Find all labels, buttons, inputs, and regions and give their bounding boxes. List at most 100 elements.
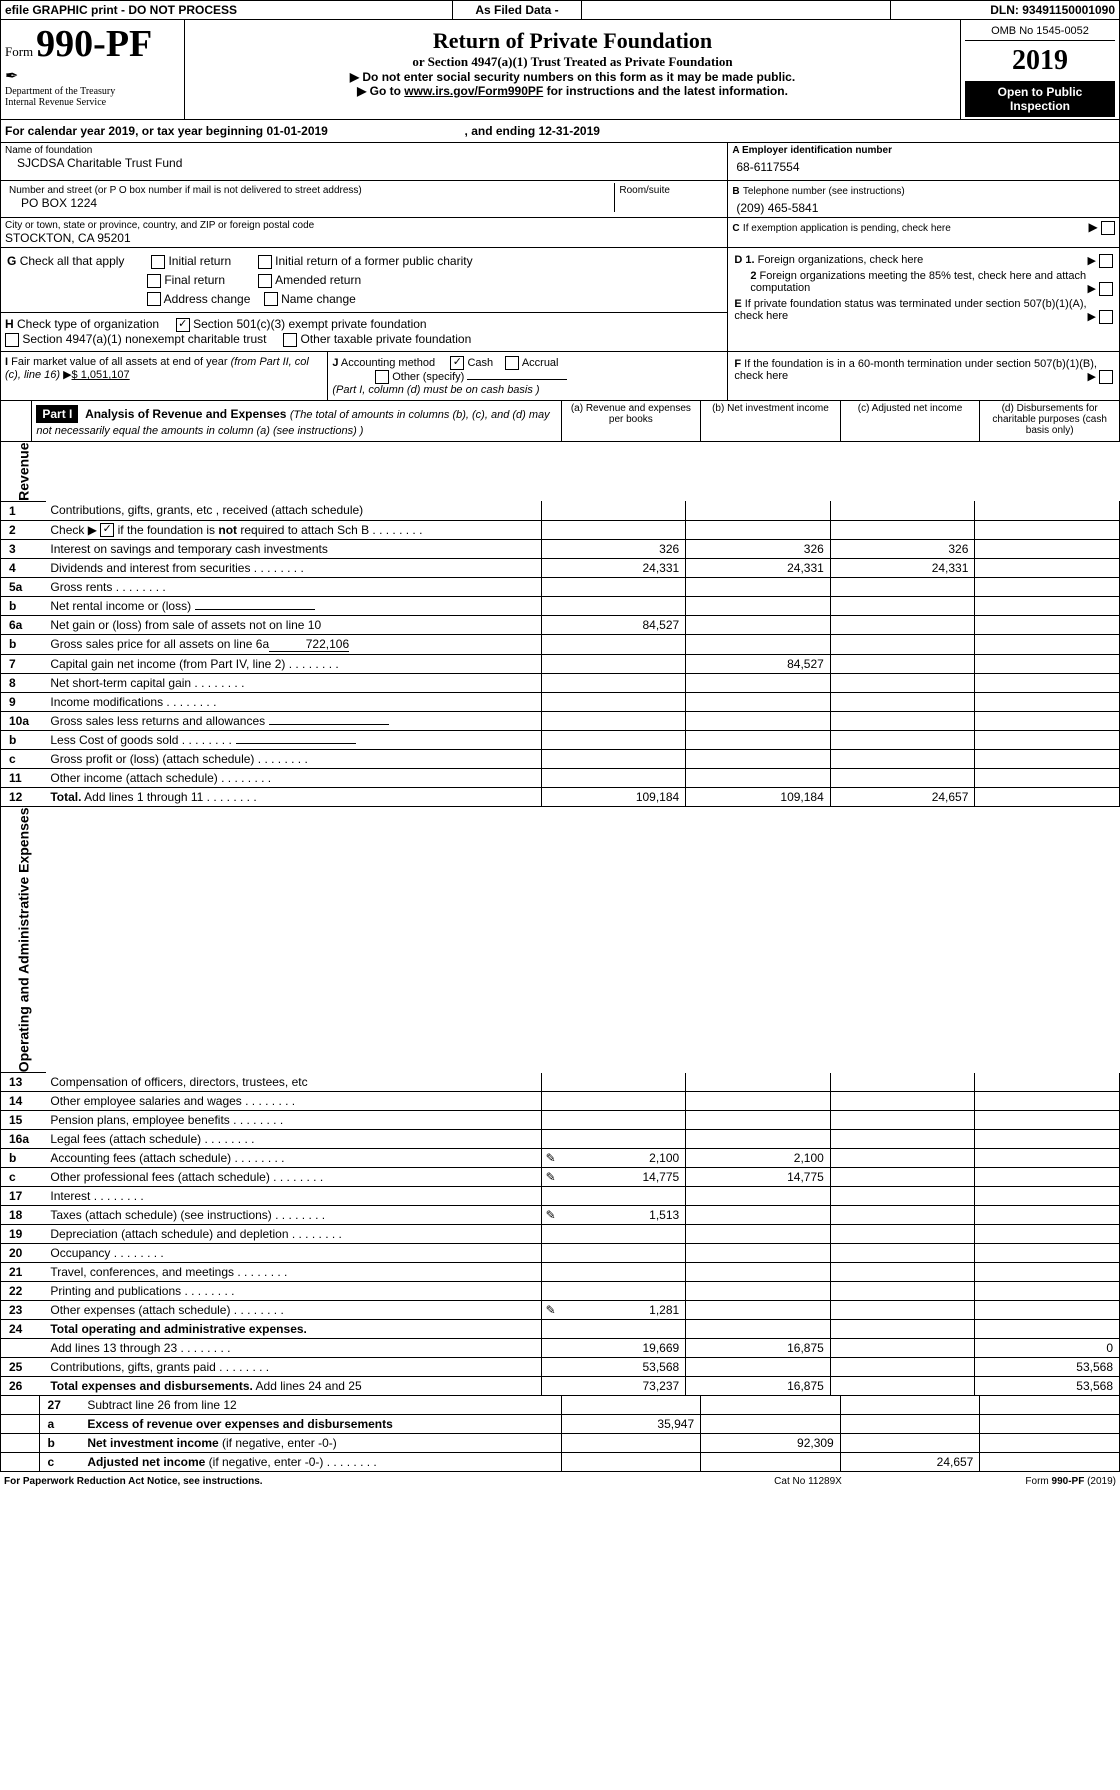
cell-a: [541, 635, 686, 655]
cell-b: [686, 1187, 831, 1206]
cell-d: [975, 597, 1120, 616]
city-lbl: City or town, state or province, country…: [5, 220, 723, 231]
row-num: 10a: [1, 712, 47, 731]
name-change-cb[interactable]: [264, 292, 278, 306]
title: Return of Private Foundation: [189, 28, 956, 54]
amended-cb[interactable]: [258, 274, 272, 288]
accrual-cb[interactable]: [505, 356, 519, 370]
row-num: c: [1, 750, 47, 769]
cash-cb[interactable]: ✓: [450, 356, 464, 370]
row-label: Add lines 13 through 23 . . . . . . . .: [46, 1339, 541, 1358]
row-num: a: [39, 1415, 83, 1434]
row-num: 17: [1, 1187, 47, 1206]
sec501-cb[interactable]: ✓: [176, 318, 190, 332]
attach-icon[interactable]: ✎: [546, 1170, 556, 1184]
initial-return-cb[interactable]: [151, 255, 165, 269]
D1-cb[interactable]: [1099, 254, 1113, 268]
cell-d: [975, 712, 1120, 731]
cell-a: ✎1,513: [541, 1206, 686, 1225]
final-return-cb[interactable]: [147, 274, 161, 288]
I-amt: $ 1,051,107: [72, 369, 130, 381]
cell-d: [975, 788, 1120, 807]
cell-a: [541, 731, 686, 750]
cell-c: [830, 635, 975, 655]
attach-icon[interactable]: ✎: [546, 1208, 556, 1222]
row-num: 13: [1, 1073, 47, 1092]
form-word: Form: [5, 44, 33, 59]
other-tax-cb[interactable]: [283, 333, 297, 347]
cell-d: [975, 1130, 1120, 1149]
row-num: b: [1, 1149, 47, 1168]
attach-icon[interactable]: ✎: [546, 1303, 556, 1317]
initial-former-cb[interactable]: [258, 255, 272, 269]
cell-c: [830, 731, 975, 750]
name-lbl: Name of foundation: [5, 145, 723, 156]
cell-c: [830, 1149, 975, 1168]
amended: Amended return: [275, 273, 361, 287]
addr-change-cb[interactable]: [147, 292, 161, 306]
F-txt: If the foundation is in a 60-month termi…: [734, 358, 1097, 382]
cell-b: 14,775: [686, 1168, 831, 1187]
row-num: 23: [1, 1301, 47, 1320]
cell-a: 84,527: [541, 616, 686, 635]
irs-link[interactable]: www.irs.gov/Form990PF: [404, 84, 543, 98]
attach-icon[interactable]: ✎: [546, 1151, 556, 1165]
cell-b: [686, 1111, 831, 1130]
table-row: bNet investment income (if negative, ent…: [1, 1434, 1120, 1453]
row-label: Net gain or (loss) from sale of assets n…: [46, 616, 541, 635]
D1-txt: Foreign organizations, check here: [758, 254, 924, 266]
row-num: 18: [1, 1206, 47, 1225]
other-spec-cb[interactable]: [375, 370, 389, 384]
sec4947-cb[interactable]: [5, 333, 19, 347]
cell-d: [975, 1206, 1120, 1225]
cell-c: [830, 674, 975, 693]
cell-a: [541, 1244, 686, 1263]
table-row: bGross sales price for all assets on lin…: [1, 635, 1120, 655]
row-num: b: [1, 635, 47, 655]
E: E: [734, 298, 741, 310]
row-label: Pension plans, employee benefits . . . .…: [46, 1111, 541, 1130]
cell-a: [541, 769, 686, 788]
cell-c: [840, 1415, 980, 1434]
footer-right: Form 990-PF (2019): [912, 1474, 1120, 1489]
other-spec: Other (specify): [392, 371, 464, 383]
cell-c: [830, 616, 975, 635]
D2-cb[interactable]: [1099, 282, 1113, 296]
addr: PO BOX 1224: [9, 196, 610, 210]
cell-d: [975, 559, 1120, 578]
initial-return: Initial return: [168, 254, 231, 268]
C-checkbox[interactable]: [1101, 221, 1115, 235]
cell-d: [975, 1244, 1120, 1263]
form-id: Form 990-PF ✒ Department of the Treasury…: [1, 20, 185, 120]
expense-table: Operating and Administrative Expenses 13…: [0, 807, 1120, 1396]
table-row: 8Net short-term capital gain . . . . . .…: [1, 674, 1120, 693]
row-num: 22: [1, 1282, 47, 1301]
cell-d: [975, 578, 1120, 597]
row-num: 24: [1, 1320, 47, 1339]
E-cb[interactable]: [1099, 310, 1113, 324]
schB-checkbox[interactable]: ✓: [100, 523, 114, 537]
table-row: 25Contributions, gifts, grants paid . . …: [1, 1358, 1120, 1377]
cell-d: [975, 501, 1120, 520]
F-cb[interactable]: [1099, 370, 1113, 384]
cell-b: [686, 750, 831, 769]
H: H: [5, 317, 14, 331]
cell-b: [686, 731, 831, 750]
cell-a: [541, 1130, 686, 1149]
table-row: 5aGross rents . . . . . . . .: [1, 578, 1120, 597]
row-label: Other professional fees (attach schedule…: [46, 1168, 541, 1187]
cell-a: ✎14,775: [541, 1168, 686, 1187]
efile-tag: efile GRAPHIC print - DO NOT PROCESS: [1, 1, 453, 20]
cell-b: [686, 520, 831, 540]
cell-a: [541, 1111, 686, 1130]
table-row: 26Total expenses and disbursements. Add …: [1, 1377, 1120, 1396]
D2: 2: [750, 270, 756, 282]
B-val: (209) 465-5841: [732, 197, 1115, 215]
period-row: For calendar year 2019, or tax year begi…: [0, 120, 1120, 143]
cell-c: [840, 1396, 980, 1415]
row-num: 15: [1, 1111, 47, 1130]
cell-c: [830, 1263, 975, 1282]
table-row: bLess Cost of goods sold . . . . . . . .: [1, 731, 1120, 750]
row-label: Occupancy . . . . . . . .: [46, 1244, 541, 1263]
cell-b: 16,875: [686, 1339, 831, 1358]
